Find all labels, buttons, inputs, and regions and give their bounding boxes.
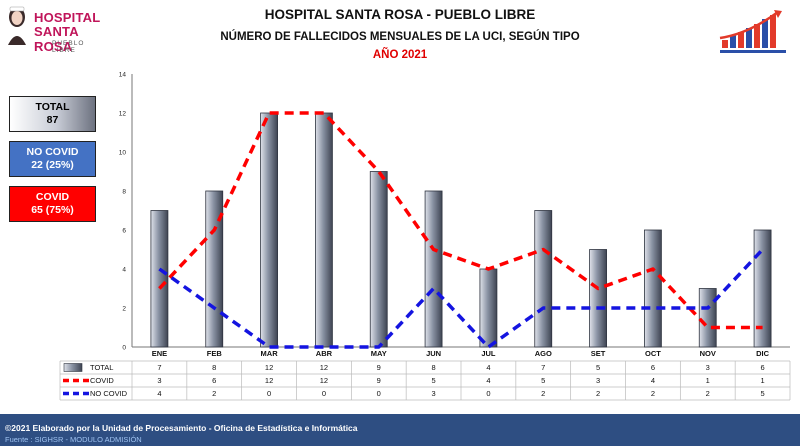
footer: ©2021 Elaborado por la Unidad de Procesa… — [0, 414, 800, 446]
table-cell-total: 12 — [320, 363, 328, 372]
table-cell-total: 7 — [541, 363, 545, 372]
bar-total — [698, 288, 717, 348]
table-cell-total: 5 — [596, 363, 600, 372]
table-cell-total: 7 — [157, 363, 161, 372]
x-tick-label: ENE — [152, 349, 167, 358]
x-tick-label: NOV — [700, 349, 716, 358]
x-tick-label: AGO — [535, 349, 552, 358]
table-cell-total: 6 — [760, 363, 764, 372]
x-tick-label: SET — [591, 349, 606, 358]
nocovid-summary-label: NO COVID — [26, 146, 79, 158]
legend-label-total: TOTAL — [90, 363, 113, 372]
table-cell-nocovid: 5 — [760, 389, 764, 398]
x-tick-label: JUL — [481, 349, 496, 358]
x-tick-label: DIC — [756, 349, 770, 358]
table-cell-total: 8 — [431, 363, 435, 372]
table-cell-covid: 12 — [320, 376, 328, 385]
covid-summary-label: COVID — [35, 191, 70, 203]
table-cell-nocovid: 0 — [322, 389, 326, 398]
x-tick-label: MAY — [371, 349, 387, 358]
table-cell-nocovid: 2 — [212, 389, 216, 398]
logo-text-hospital: HOSPITAL — [34, 10, 101, 25]
nocovid-summary-value: 22 (25%) — [31, 159, 74, 171]
table-cell-covid: 5 — [541, 376, 545, 385]
table-cell-nocovid: 0 — [486, 389, 490, 398]
total-summary-box: TOTAL 87 — [9, 96, 96, 132]
bar-total — [479, 268, 498, 348]
x-tick-label: FEB — [207, 349, 223, 358]
y-tick-label: 12 — [119, 111, 127, 118]
bar-total — [589, 249, 607, 348]
bar-total — [315, 112, 333, 348]
line-covid — [158, 111, 763, 330]
covid-summary-box: COVID 65 (75%) — [9, 186, 96, 222]
legend-label-covid: COVID — [90, 376, 114, 385]
chart-subtitle: NÚMERO DE FALLECIDOS MENSUALES DE LA UCI… — [220, 31, 580, 43]
table-cell-nocovid: 2 — [596, 389, 600, 398]
y-tick-label: 10 — [119, 150, 127, 157]
table-cell-nocovid: 3 — [431, 389, 435, 398]
logo-text-pueblo-libre: PUEBLO LIBRE — [52, 40, 85, 54]
total-summary-label: TOTAL — [35, 101, 70, 113]
bar-total — [260, 112, 278, 348]
bar-total — [753, 229, 772, 348]
table-cell-total: 6 — [651, 363, 655, 372]
covid-summary-value: 65 (75%) — [31, 204, 74, 216]
y-tick-label: 0 — [122, 345, 126, 352]
x-tick-label: ABR — [316, 349, 333, 358]
logo-text-santa-rosa: SANTA ROSA — [34, 24, 79, 54]
table-cell-covid: 12 — [265, 376, 273, 385]
table-cell-total: 12 — [265, 363, 273, 372]
table-cell-total: 9 — [377, 363, 381, 372]
nocovid-summary-box: NO COVID 22 (25%) — [9, 141, 96, 177]
total-summary-value: 87 — [46, 114, 59, 126]
x-tick-label: MAR — [261, 349, 279, 358]
table-cell-total: 3 — [706, 363, 710, 372]
legend-label-nocovid: NO COVID — [90, 389, 128, 398]
legend-swatch-total — [63, 363, 83, 372]
table-cell-nocovid: 2 — [651, 389, 655, 398]
table-cell-covid: 3 — [596, 376, 600, 385]
footer-credit: ©2021 Elaborado por la Unidad de Procesa… — [5, 423, 358, 433]
bar-total — [205, 190, 224, 348]
bar-total — [150, 210, 169, 348]
chart-year: AÑO 2021 — [372, 49, 428, 61]
table-cell-total: 4 — [486, 363, 490, 372]
bar-total — [534, 210, 553, 348]
y-tick-label: 14 — [119, 72, 127, 79]
table-cell-nocovid: 0 — [377, 389, 381, 398]
table-cell-nocovid: 2 — [541, 389, 545, 398]
hospital-logo: HOSPITAL SANTA ROSA PUEBLO LIBRE — [4, 3, 108, 54]
y-tick-label: 2 — [122, 306, 126, 313]
line-nocovid — [158, 248, 764, 349]
table-cell-total: 8 — [212, 363, 216, 372]
table-cell-covid: 4 — [486, 376, 490, 385]
footer-source: Fuente : SIGHSR - MODULO ADMISIÓN — [5, 435, 142, 444]
table-cell-covid: 1 — [760, 376, 764, 385]
page-title: HOSPITAL SANTA ROSA - PUEBLO LIBRE — [264, 7, 536, 22]
table-cell-nocovid: 0 — [267, 389, 271, 398]
nurse-portrait-icon — [8, 6, 26, 45]
table-cell-covid: 9 — [377, 376, 381, 385]
table-cell-nocovid: 2 — [706, 389, 710, 398]
table-cell-covid: 1 — [706, 376, 710, 385]
table-cell-covid: 3 — [157, 376, 161, 385]
table-cell-covid: 4 — [651, 376, 655, 385]
bar-total — [644, 229, 662, 348]
x-tick-label: JUN — [426, 349, 441, 358]
y-tick-label: 6 — [122, 228, 126, 235]
bar-total — [369, 171, 388, 348]
bar-total — [424, 190, 443, 348]
y-tick-label: 4 — [122, 267, 126, 274]
statistics-logo — [719, 10, 786, 53]
table-cell-covid: 5 — [431, 376, 435, 385]
x-tick-label: OCT — [645, 349, 661, 358]
y-tick-label: 8 — [122, 189, 126, 196]
table-cell-nocovid: 4 — [157, 389, 161, 398]
table-cell-covid: 6 — [212, 376, 216, 385]
